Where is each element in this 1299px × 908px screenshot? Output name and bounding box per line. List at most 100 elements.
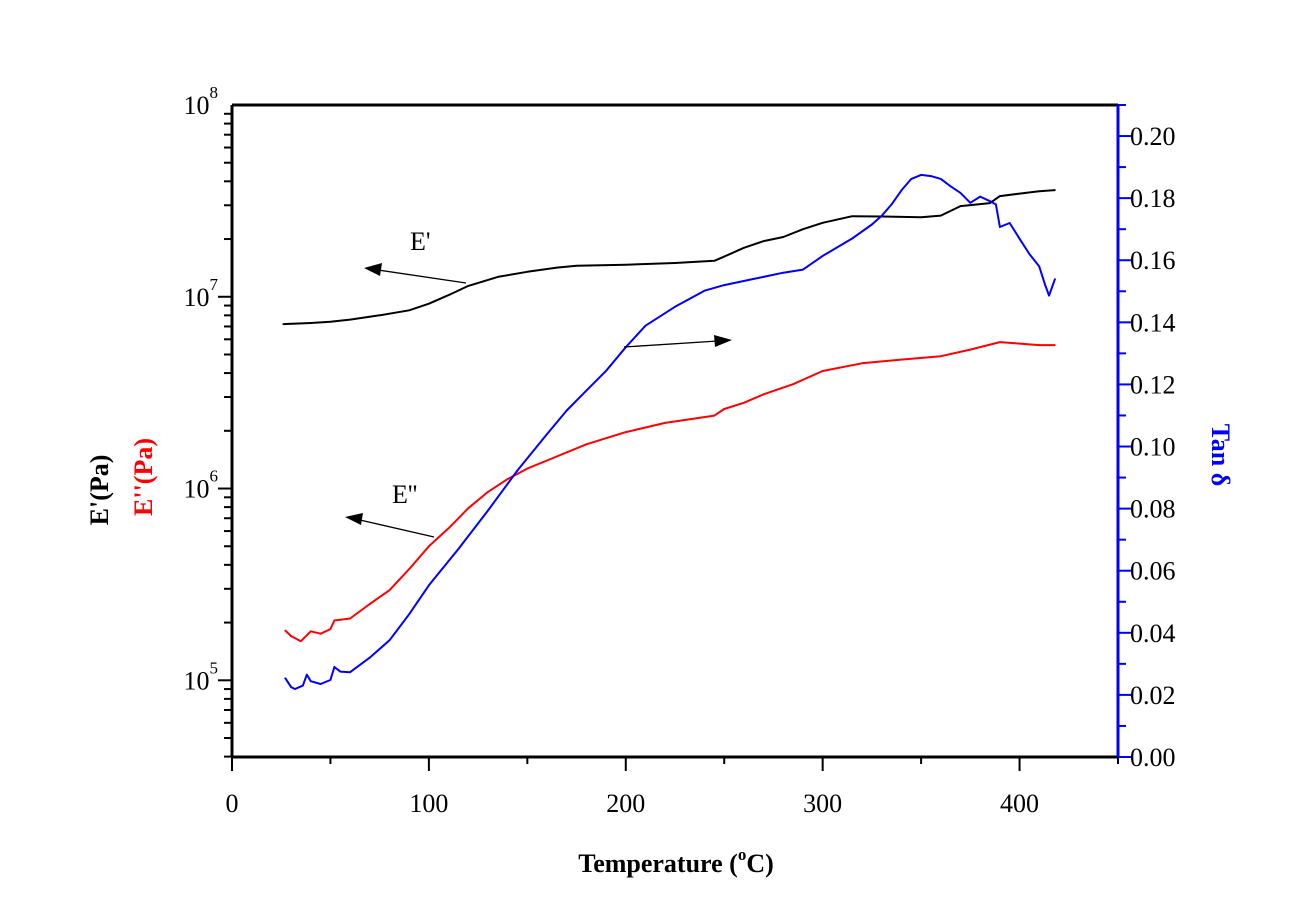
data-point-tan-delta: [1018, 238, 1021, 240]
data-point-tan-delta: [408, 613, 411, 615]
data-point-tan-delta: [940, 178, 942, 180]
axis-titles: Temperature (oC) E'(Pa) E''(Pa) Tan δ: [85, 424, 1235, 878]
data-point-e-double-prime: [349, 617, 351, 620]
data-point-e-prime: [940, 214, 942, 217]
data-point-tan-delta: [1048, 294, 1050, 297]
left-axis-ticks: 105 106 107 108: [184, 83, 232, 758]
data-point-tan-delta: [428, 584, 430, 587]
y-left-tick-label: 108: [184, 83, 219, 120]
data-point-tan-delta: [1038, 265, 1041, 268]
data-point-e-prime: [408, 309, 411, 312]
x-tick-label: 400: [1000, 789, 1039, 818]
data-point-e-prime: [713, 260, 716, 262]
y-left-tick-label: 106: [184, 467, 219, 504]
x-axis-title: Temperature (oC): [578, 845, 774, 878]
arrow-tan-delta: [623, 340, 719, 348]
data-point-e-double-prime: [309, 630, 312, 633]
data-point-e-prime: [762, 240, 765, 242]
data-point-tan-delta: [290, 686, 292, 688]
data-point-e-double-prime: [329, 628, 332, 630]
data-point-e-prime: [447, 294, 450, 296]
y-right-tick-label: 0.06: [1130, 557, 1176, 586]
data-point-tan-delta: [930, 175, 932, 177]
data-point-e-prime: [999, 195, 1001, 197]
data-point-tan-delta: [1028, 253, 1031, 255]
data-point-e-prime: [624, 263, 627, 266]
arrowhead-e-double-prime: [345, 513, 363, 525]
data-point-e-double-prime: [546, 459, 548, 462]
right-axis-ticks: 0.00 0.02 0.04 0.06 0.08 0.10 0.12 0.14 0.16 0.18…: [1118, 104, 1176, 772]
data-point-tan-delta: [989, 200, 991, 203]
data-point-tan-delta: [969, 202, 972, 204]
data-point-e-double-prime: [487, 491, 489, 493]
arrowhead-e-prime: [364, 263, 382, 276]
data-point-e-prime: [723, 255, 726, 258]
data-point-tan-delta: [674, 306, 676, 308]
data-point-tan-delta: [546, 433, 548, 435]
data-point-tan-delta: [369, 656, 371, 659]
data-point-e-prime: [1018, 192, 1021, 195]
data-point-tan-delta: [920, 174, 922, 176]
data-point-e-double-prime: [713, 414, 716, 417]
data-point-tan-delta: [516, 469, 519, 472]
data-point-e-double-prime: [428, 545, 430, 548]
data-point-tan-delta: [999, 226, 1001, 228]
data-point-e-prime: [282, 323, 284, 325]
data-point-e-double-prime: [1038, 344, 1041, 346]
data-point-e-double-prime: [284, 629, 286, 632]
annotations: E' E'': [345, 227, 732, 538]
arrow-e-double-prime: [359, 519, 435, 538]
data-point-e-double-prime: [762, 393, 765, 396]
data-point-tan-delta: [821, 255, 824, 257]
x-axis-title-main: Temperature (: [578, 849, 738, 878]
data-point-e-double-prime: [723, 408, 726, 410]
data-point-tan-delta: [302, 684, 304, 687]
data-point-e-double-prime: [821, 370, 824, 372]
data-point-tan-delta: [910, 178, 913, 180]
data-point-e-double-prime: [319, 632, 322, 635]
x-axis-ticks: 0 100 200 300 400: [226, 757, 1119, 818]
data-point-tan-delta: [339, 670, 342, 673]
data-point-e-double-prime: [408, 568, 411, 570]
data-point-tan-delta: [309, 680, 312, 683]
y-left-tick-label: 107: [184, 275, 219, 312]
left-axis-title-storage: E'(Pa): [85, 455, 114, 526]
data-point-e-double-prime: [467, 507, 470, 509]
arrow-e-prime: [377, 269, 467, 284]
data-point-tan-delta: [565, 409, 568, 412]
data-point-e-prime: [851, 215, 853, 218]
data-point-tan-delta: [605, 369, 607, 372]
data-point-e-prime: [1038, 190, 1041, 193]
data-point-e-double-prime: [388, 589, 391, 591]
data-point-e-double-prime: [940, 355, 942, 357]
data-point-e-prime: [556, 266, 558, 269]
y-right-tick-label: 0.08: [1130, 495, 1176, 524]
arrowhead-tan-delta: [714, 335, 732, 347]
data-point-tan-delta: [995, 203, 997, 206]
data-point-tan-delta: [487, 509, 489, 512]
series-line-tan-delta: [284, 173, 1056, 690]
data-point-e-prime: [378, 314, 381, 317]
data-point-e-prime: [329, 321, 332, 323]
data-point-tan-delta: [284, 677, 286, 679]
data-point-tan-delta: [802, 268, 804, 271]
y-right-tick-label: 0.02: [1130, 681, 1176, 710]
data-point-e-prime: [349, 318, 351, 321]
left-axis-title-loss: E''(Pa): [129, 438, 158, 516]
data-point-tan-delta: [890, 203, 893, 206]
data-point-e-double-prime: [1054, 344, 1056, 346]
data-point-e-double-prime: [999, 341, 1001, 343]
data-point-e-prime: [575, 265, 578, 267]
data-point-tan-delta: [782, 271, 785, 274]
x-axis-title-degree: o: [738, 845, 747, 864]
data-point-e-double-prime: [969, 348, 972, 351]
data-point-tan-delta: [306, 673, 308, 676]
data-point-e-prime: [497, 276, 499, 278]
data-point-e-prime: [428, 302, 430, 305]
data-point-e-prime: [920, 216, 922, 218]
data-point-e-double-prime: [585, 443, 588, 446]
data-point-tan-delta: [871, 223, 873, 226]
data-point-tan-delta: [949, 185, 952, 188]
data-point-e-double-prime: [290, 635, 292, 637]
y-right-tick-label: 0.04: [1130, 619, 1176, 648]
